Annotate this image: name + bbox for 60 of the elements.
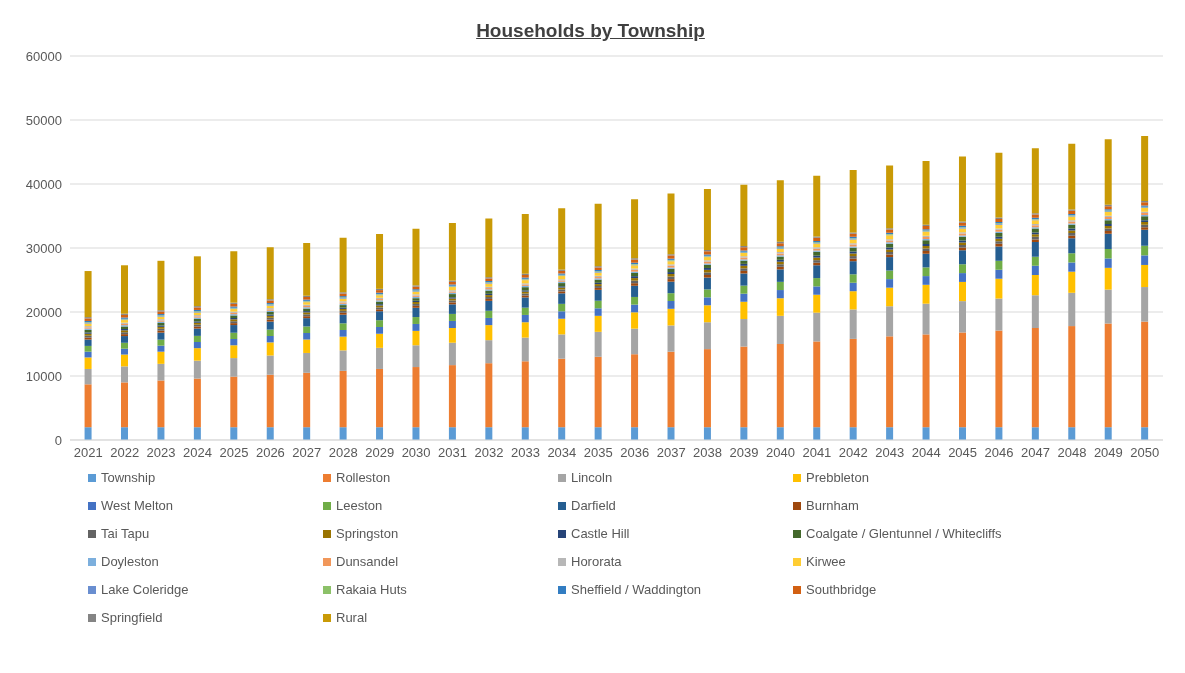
legend-label: Hororata bbox=[571, 554, 622, 569]
legend-label: Sheffield / Waddington bbox=[571, 582, 702, 597]
legend-label: Darfield bbox=[571, 498, 616, 513]
legend-label: Rolleston bbox=[336, 470, 391, 485]
legend-label: Dunsandel bbox=[336, 554, 399, 569]
x-tick-label: 2026 bbox=[255, 445, 285, 461]
x-tick-label: 2043 bbox=[875, 445, 905, 461]
x-tick-label: 2029 bbox=[365, 445, 395, 461]
x-tick-label: 2033 bbox=[510, 445, 540, 461]
x-tick-label: 2037 bbox=[656, 445, 686, 461]
legend-label: Springston bbox=[336, 526, 399, 541]
x-tick-label: 2034 bbox=[547, 445, 577, 461]
legend-label: Castle Hill bbox=[571, 526, 630, 541]
x-tick-label: 2042 bbox=[838, 445, 868, 461]
legend-label: Leeston bbox=[336, 498, 383, 513]
x-tick-label: 2040 bbox=[765, 445, 795, 461]
legend-label: Doyleston bbox=[101, 554, 159, 569]
legend-label: West Melton bbox=[101, 498, 174, 513]
x-tick-label: 2022 bbox=[110, 445, 140, 461]
x-tick-label: 2048 bbox=[1057, 445, 1087, 461]
y-tick-label: 0 bbox=[54, 432, 62, 448]
x-tick-label: 2038 bbox=[693, 445, 723, 461]
legend-label: Burnham bbox=[806, 498, 859, 513]
x-tick-label: 2049 bbox=[1093, 445, 1123, 461]
legend-label: Kirwee bbox=[806, 554, 846, 569]
y-tick-label: 20000 bbox=[25, 304, 62, 320]
legend-label: Southbridge bbox=[806, 582, 877, 597]
x-tick-label: 2046 bbox=[984, 445, 1014, 461]
x-tick-label: 2028 bbox=[328, 445, 358, 461]
legend-label: Rakaia Huts bbox=[336, 582, 407, 597]
legend-label: Lake Coleridge bbox=[101, 582, 189, 597]
chart-title: Households by Township bbox=[475, 20, 706, 42]
x-tick-label: 2030 bbox=[401, 445, 431, 461]
x-tick-label: 2044 bbox=[911, 445, 941, 461]
x-tick-label: 2045 bbox=[948, 445, 978, 461]
y-tick-label: 60000 bbox=[25, 48, 62, 64]
y-tick-label: 10000 bbox=[25, 368, 62, 384]
x-tick-label: 2021 bbox=[73, 445, 103, 461]
legend-label: Township bbox=[101, 470, 156, 485]
legend-label: Tai Tapu bbox=[101, 526, 150, 541]
x-tick-label: 2035 bbox=[583, 445, 613, 461]
y-tick-label: 30000 bbox=[25, 240, 62, 256]
x-tick-label: 2025 bbox=[219, 445, 249, 461]
legend-label: Coalgate / Glentunnel / Whitecliffs bbox=[806, 526, 1002, 541]
x-tick-label: 2027 bbox=[292, 445, 322, 461]
x-tick-label: 2023 bbox=[146, 445, 176, 461]
x-tick-label: 2039 bbox=[729, 445, 759, 461]
x-tick-label: 2041 bbox=[802, 445, 832, 461]
x-tick-label: 2047 bbox=[1021, 445, 1050, 461]
y-tick-label: 50000 bbox=[25, 112, 62, 128]
x-tick-label: 2036 bbox=[620, 445, 650, 461]
x-tick-label: 2050 bbox=[1130, 445, 1160, 461]
legend-label: Rural bbox=[336, 610, 368, 625]
legend-label: Prebbleton bbox=[806, 470, 869, 485]
x-tick-label: 2031 bbox=[438, 445, 468, 461]
y-tick-label: 40000 bbox=[25, 176, 62, 192]
x-tick-label: 2032 bbox=[474, 445, 504, 461]
x-tick-label: 2024 bbox=[183, 445, 212, 461]
legend-label: Lincoln bbox=[571, 470, 613, 485]
legend-label: Springfield bbox=[101, 610, 163, 625]
